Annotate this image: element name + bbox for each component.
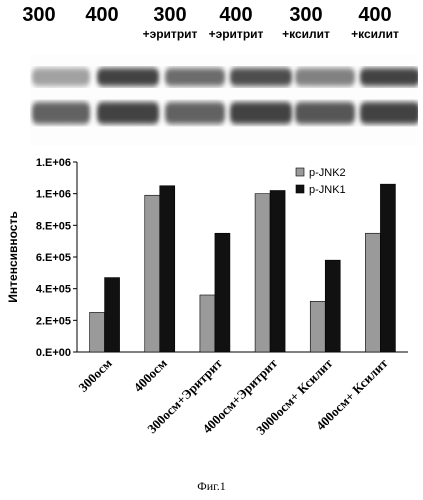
lane-labels: 300400300+эритрит400+эритрит300+ксилит40… [0, 0, 423, 50]
blot-band-row1-lane1 [32, 68, 90, 86]
legend-swatch-2 [296, 185, 304, 193]
bar-pjnk1-4 [270, 191, 285, 353]
bar-chart: 0.E+00 2.E+05 4.E+05 6.E+05 8.E+05 1.E+06 1.E+… [0, 150, 423, 470]
lane-number: 400 [335, 4, 415, 26]
bar-pjnk2-2 [145, 195, 160, 352]
bar-pjnk2-5 [310, 301, 325, 352]
blot-band-row2-lane2 [97, 102, 159, 124]
bar-pjnk1-5 [325, 260, 340, 352]
y-tick-label: 6.E+05 [36, 252, 71, 264]
blot-background [30, 54, 418, 146]
x-category-label: 300осм [75, 355, 114, 394]
bar-pjnk2-4 [255, 194, 270, 352]
blot-band-row1-lane3 [165, 68, 225, 86]
bar-pjnk2-3 [200, 295, 215, 352]
x-category-label: 400осм [131, 355, 170, 394]
y-tick-label: 1.E+06 [36, 157, 71, 169]
bar-pjnk1-6 [380, 184, 395, 352]
legend-swatch-1 [296, 168, 304, 176]
blot-band-row1-lane5 [295, 68, 355, 86]
y-tick-label: 8.E+05 [36, 220, 71, 232]
blot-band-row2-lane5 [295, 102, 355, 124]
y-tick-label: 4.E+05 [36, 284, 71, 296]
lane-label-5: 300+ксилит [266, 4, 346, 42]
blot-band-row1-lane2 [97, 68, 159, 86]
western-blot-image [30, 54, 418, 146]
lane-treatment: +ксилит [266, 26, 346, 42]
blot-band-row1-lane4 [230, 68, 292, 86]
y-tick-label: 1.E+06 [36, 189, 71, 201]
blot-band-row2-lane3 [165, 102, 225, 124]
lane-number: 300 [266, 4, 346, 26]
lane-label-4: 400+эритрит [196, 4, 276, 42]
legend-label-2: p-JNK1 [309, 184, 346, 196]
legend-label-1: p-JNK2 [309, 167, 346, 179]
lane-number: 400 [196, 4, 276, 26]
blot-band-row1-lane6 [360, 68, 418, 86]
bar-pjnk2-6 [365, 233, 380, 352]
y-tick-label: 0.E+00 [36, 347, 71, 359]
bar-pjnk1-1 [105, 278, 120, 352]
blot-band-row2-lane1 [32, 102, 90, 124]
y-axis-title: Интенсивность [6, 211, 20, 302]
lane-treatment: +эритрит [196, 26, 276, 42]
blot-band-row2-lane6 [360, 102, 418, 124]
bar-pjnk1-3 [215, 233, 230, 352]
y-tick-label: 2.E+05 [36, 315, 71, 327]
lane-label-6: 400+ксилит [335, 4, 415, 42]
blot-band-row2-lane4 [230, 102, 292, 124]
bar-pjnk2-1 [90, 312, 105, 352]
figure-caption: Фиг.1 [0, 479, 423, 494]
bar-pjnk1-2 [160, 186, 175, 352]
lane-treatment: +ксилит [335, 26, 415, 42]
